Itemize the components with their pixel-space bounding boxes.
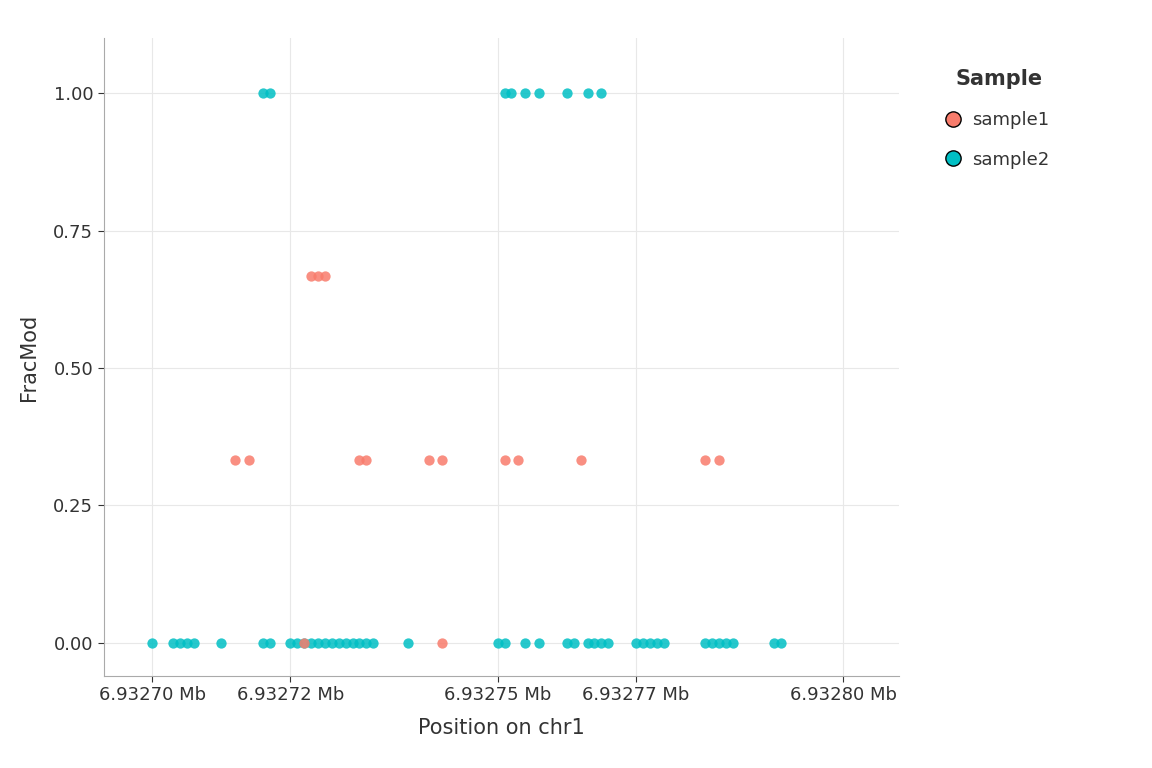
Point [592,637,611,649]
Point [558,637,576,649]
Point [495,637,514,649]
Point [765,637,783,649]
Point [329,637,348,649]
Point [364,637,382,649]
Point [627,637,645,649]
Point [578,88,597,100]
Point [253,637,272,649]
Point [316,270,334,283]
Point [433,637,452,649]
Point [696,454,714,466]
Point [578,637,597,649]
Point [723,637,742,649]
Point [260,88,279,100]
Point [710,454,728,466]
Point [336,637,355,649]
Point [516,637,535,649]
Point [253,88,272,100]
Point [350,637,369,649]
Point [323,637,341,649]
Point [696,637,714,649]
Point [288,637,306,649]
Point [585,637,604,649]
Point [350,454,369,466]
Point [502,88,521,100]
Point [281,637,300,649]
Point [717,637,735,649]
Point [772,637,790,649]
Point [592,88,611,100]
Point [641,637,659,649]
Point [516,88,535,100]
Point [164,637,182,649]
Point [571,454,590,466]
Point [558,88,576,100]
Point [316,637,334,649]
Point [433,454,452,466]
Point [530,88,548,100]
Point [302,637,320,649]
Point [399,637,417,649]
Point [495,454,514,466]
Point [647,637,666,649]
Point [302,270,320,283]
Point [240,454,258,466]
Point [599,637,617,649]
Point [184,637,203,649]
Point [295,637,313,649]
Point [634,637,652,649]
Point [530,637,548,649]
Point [309,637,327,649]
Point [170,637,189,649]
Point [654,637,673,649]
Y-axis label: FracMod: FracMod [20,313,39,401]
Point [212,637,230,649]
Point [509,454,528,466]
Point [495,88,514,100]
Point [260,637,279,649]
Point [295,637,313,649]
Point [177,637,196,649]
Point [226,454,244,466]
Point [564,637,583,649]
X-axis label: Position on chr1: Position on chr1 [418,718,584,738]
Point [419,454,438,466]
Point [357,637,376,649]
Point [710,637,728,649]
Point [343,637,362,649]
Point [703,637,721,649]
Point [143,637,161,649]
Point [309,270,327,283]
Point [357,454,376,466]
Point [488,637,507,649]
Legend: sample1, sample2: sample1, sample2 [939,60,1059,177]
